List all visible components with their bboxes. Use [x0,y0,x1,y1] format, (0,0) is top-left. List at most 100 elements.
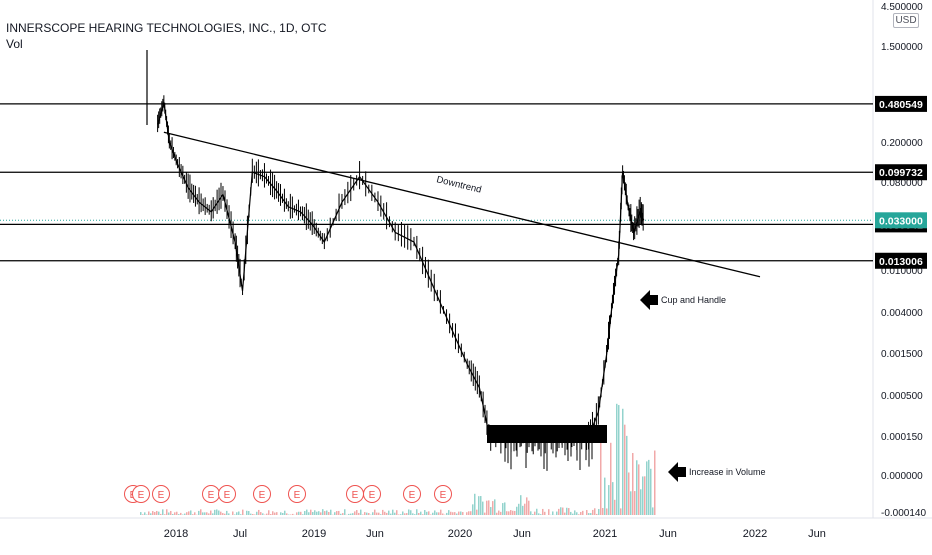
trendline-label: Downtrend [435,174,482,195]
volume-bar [350,514,352,515]
volume-bar [558,509,560,515]
currency-badge[interactable]: USD [893,13,919,28]
volume-bar [224,514,226,515]
price-line [158,102,644,442]
volume-bar [524,504,526,515]
x-tick-label: 2021 [593,528,617,540]
volume-bar [190,510,192,515]
volume-bar [344,509,346,515]
volume-bar [292,514,294,515]
volume-bar [396,510,398,515]
volume-bar [492,501,494,515]
volume-bar [198,511,200,515]
volume-bar [510,510,512,515]
volume-bar [564,513,566,515]
volume-bar [468,511,470,515]
volume-bar [314,510,316,515]
volume-bar [624,425,626,515]
volume-bar [634,491,636,515]
volume-bar [360,510,362,515]
volume-bar [152,511,154,515]
volume-bar [462,512,464,515]
volume-bar [486,501,488,515]
volume-bar [352,513,354,515]
volume-bar [602,508,604,515]
volume-bar [220,512,222,515]
volume-bar [372,512,374,515]
volume-bar [588,513,590,515]
volume-bar [150,513,152,515]
volume-bar [544,512,546,515]
volume-bar [406,513,408,515]
volume-bar [276,512,278,515]
volume-bar [144,512,146,515]
volume-bar [424,510,426,515]
volume-bar [516,507,518,515]
volume-bar [386,513,388,515]
volume-bar [542,509,544,515]
volume-bar [362,514,364,515]
volume-bar [380,514,382,515]
volume-bar [334,512,336,515]
volume-bar [506,511,508,515]
earnings-marker-label: E [294,490,301,501]
volume-bar [302,514,304,515]
volume-bar [578,514,580,515]
volume-bar [508,511,510,515]
volume-bar [326,510,328,515]
volume-bar [470,511,472,515]
volume-bar [612,482,614,515]
volume-bar [574,510,576,515]
volume-bar [206,512,208,515]
earnings-marker-label: E [138,490,145,501]
volume-bar [488,500,490,515]
volume-bar [654,451,656,515]
volume-bar [340,514,342,515]
volume-bar [440,510,442,515]
volume-bar [330,510,332,515]
volume-bar [148,511,150,515]
volume-bar [210,511,212,515]
volume-bar [376,513,378,515]
volume-bar [528,501,530,515]
volume-bar [160,514,162,515]
volume-bar [192,514,194,515]
volume-bar [186,512,188,515]
volume-bar [476,510,478,515]
volume-bar [460,511,462,515]
volume-bar [648,460,650,515]
volume-bar [504,502,506,515]
volume-bar [498,511,500,515]
volume-bar [566,508,568,515]
volume-bar [300,512,302,515]
volume-bar [484,513,486,515]
volume-bar [560,507,562,515]
x-tick-label: 2022 [743,528,767,540]
volume-bar [632,453,634,515]
volume-bar [320,512,322,515]
volume-bar [448,510,450,515]
volume-bar [402,511,404,515]
x-tick-label: Jun [366,528,384,540]
volume-bar [494,499,496,515]
volume-bar [436,512,438,515]
volume-bar [454,512,456,515]
volume-bar [430,514,432,515]
volume-bar [404,513,406,515]
volume-bar [226,511,228,515]
volume-bar [256,512,258,515]
volume-bar [296,512,298,515]
volume-bar [162,509,164,515]
volume-bar [540,514,542,515]
volume-bar [500,512,502,515]
volume-bar [216,509,218,515]
volume-bar [572,514,574,515]
volume-bar [170,511,172,515]
x-tick-label: Jun [513,528,531,540]
level-price-label: 0.099732 [879,167,923,179]
volume-bar [266,514,268,515]
volume-bar [482,502,484,515]
y-tick-label: 0.000500 [881,391,923,402]
y-tick-label: 1.500000 [881,42,923,53]
